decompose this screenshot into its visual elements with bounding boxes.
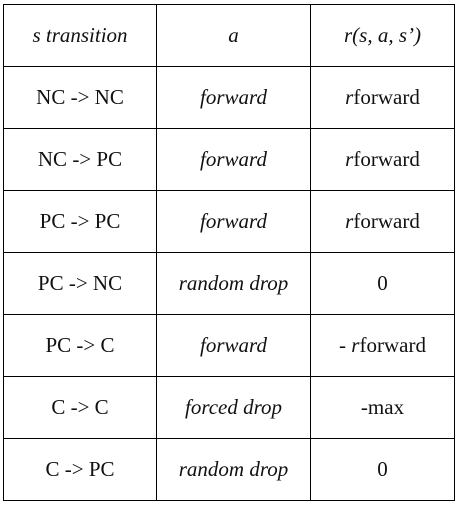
header-action: a [156, 4, 311, 67]
reward-cell: rforward [310, 66, 455, 129]
reward-value: forward [359, 333, 426, 357]
action-cell: forward [156, 66, 311, 129]
reward-symbol: r [345, 209, 354, 233]
reward-cell: -max [310, 376, 455, 439]
header-s-transition: s transition [3, 4, 157, 67]
header-reward: r(s, a, s’) [310, 4, 455, 67]
reward-cell: 0 [310, 438, 455, 501]
transition-cell: C -> C [3, 376, 157, 439]
header-row: s transition a r(s, a, s’) [3, 4, 455, 67]
reward-cell: 0 [310, 252, 455, 315]
header-reward-symbol: r [343, 23, 353, 47]
reward-value: 0 [377, 271, 388, 295]
table-row: NC -> NC forward rforward [3, 66, 455, 129]
action-cell: forward [156, 190, 311, 253]
table-row: PC -> PC forward rforward [3, 190, 455, 253]
transition-cell: NC -> NC [3, 66, 157, 129]
transition-cell: PC -> NC [3, 252, 157, 315]
transition-cell: C -> PC [3, 438, 157, 501]
reward-cell: rforward [310, 128, 455, 191]
table-row: PC -> NC random drop 0 [3, 252, 455, 315]
transition-reward-table: s transition a r(s, a, s’) NC -> NC forwa… [3, 4, 455, 501]
reward-symbol: r [345, 85, 354, 109]
action-cell: forward [156, 314, 311, 377]
table-row: NC -> PC forward rforward [3, 128, 455, 191]
transition-cell: PC -> PC [3, 190, 157, 253]
reward-symbol: r [351, 333, 360, 357]
action-cell: forward [156, 128, 311, 191]
reward-value: forward [353, 209, 420, 233]
action-cell: random drop [156, 438, 311, 501]
header-reward-args: (s, a, s’) [352, 23, 421, 47]
reward-symbol: r [345, 147, 354, 171]
reward-value: forward [353, 85, 420, 109]
table-row: C -> PC random drop 0 [3, 438, 455, 501]
reward-value: 0 [377, 457, 388, 481]
action-cell: random drop [156, 252, 311, 315]
reward-value: forward [353, 147, 420, 171]
reward-cell: rforward [310, 190, 455, 253]
transition-cell: NC -> PC [3, 128, 157, 191]
reward-prefix: - [339, 333, 352, 357]
reward-cell: - rforward [310, 314, 455, 377]
reward-value: -max [360, 395, 405, 419]
transition-cell: PC -> C [3, 314, 157, 377]
action-cell: forced drop [156, 376, 311, 439]
